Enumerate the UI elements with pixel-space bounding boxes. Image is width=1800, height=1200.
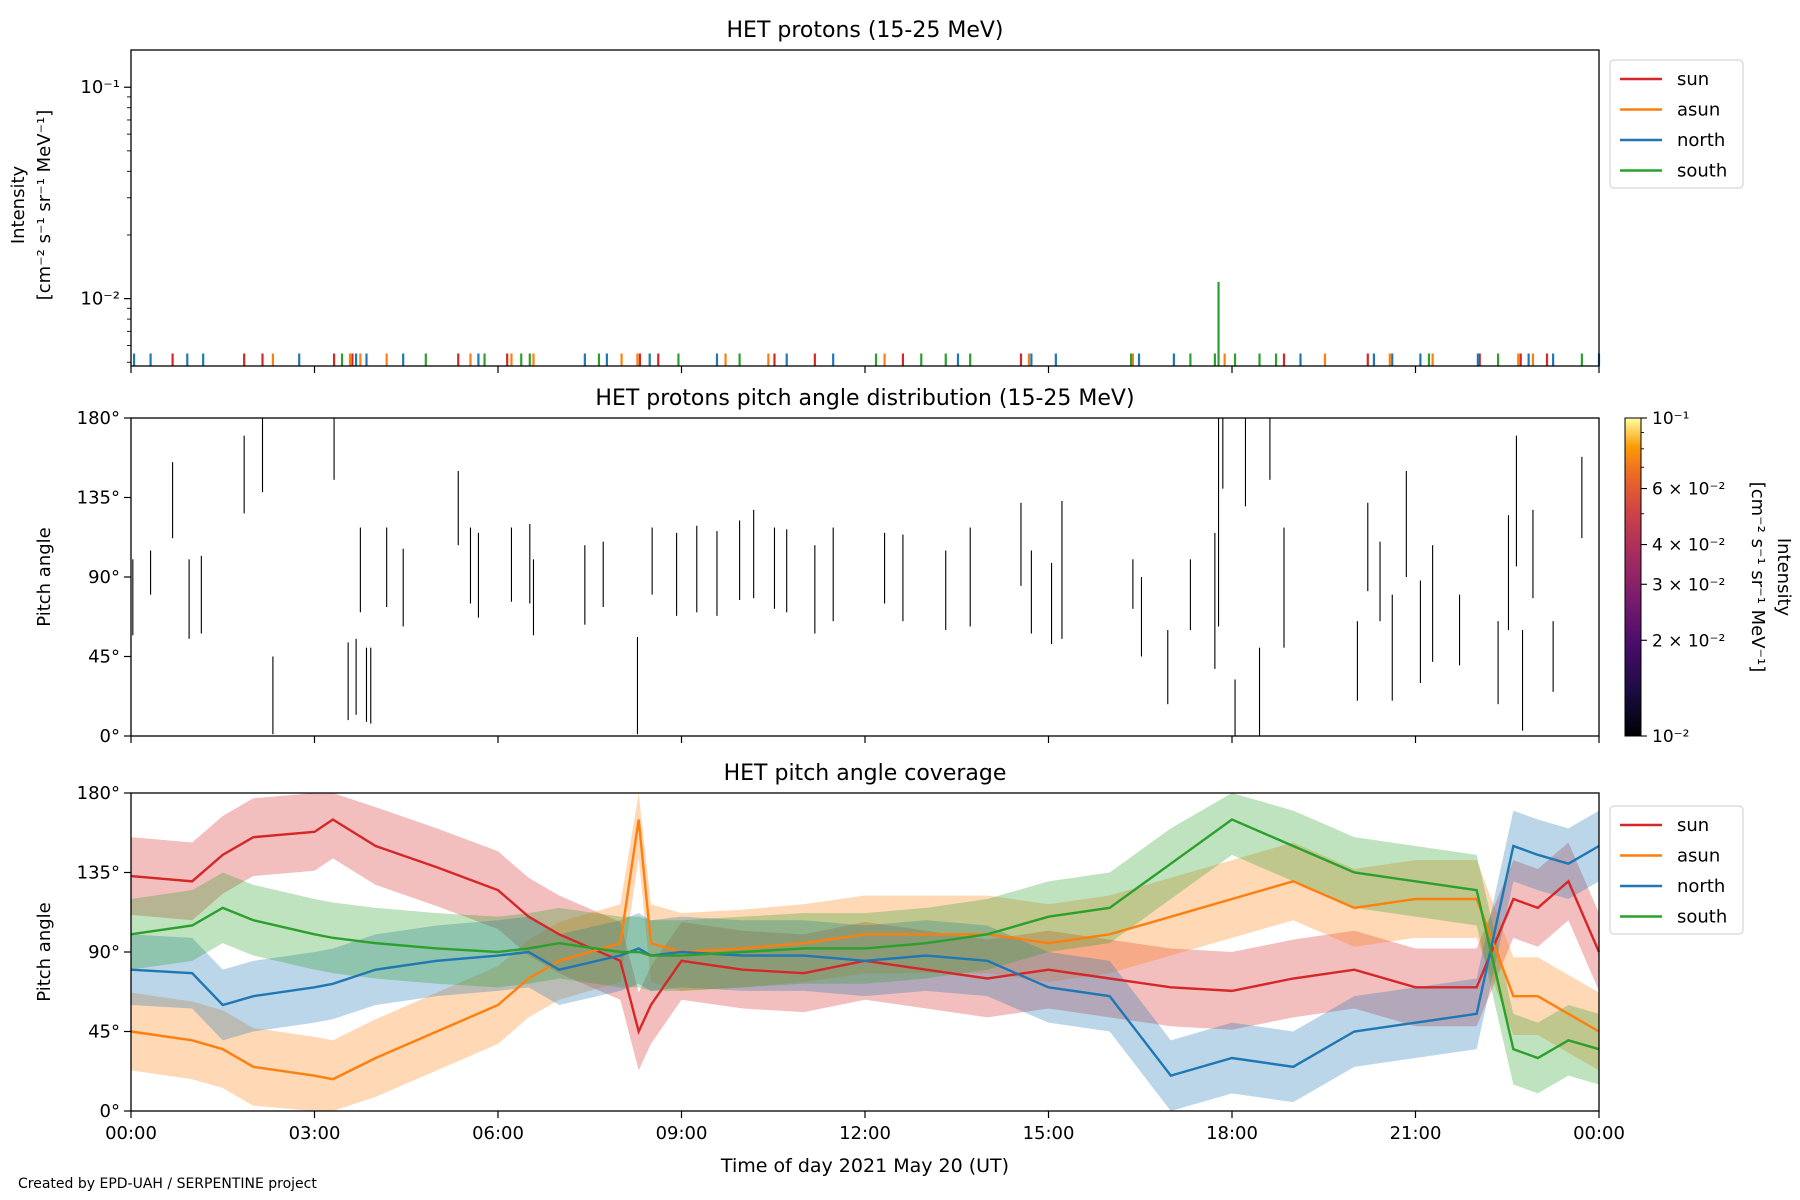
legend-label-south: south [1677,907,1727,928]
legend-label-asun: asun [1677,100,1720,121]
coverage-line-sun [130,818,1601,1036]
coverage-lines [130,818,1601,1081]
legend-bottom: sun asun north south [1609,805,1744,935]
coverage-band-sun [131,793,1599,1071]
legend-box [1609,59,1744,189]
y-tick-label: 10⁻¹ [80,77,120,98]
x-tick-label: 06:00 [472,1123,524,1144]
panel3-yaxis: 0° 45° 90° 135° 180° [77,783,131,1122]
colorbar [1624,417,1642,737]
y-tick-label: 135° [77,863,120,884]
pad-segments [132,418,1583,736]
colorbar-ticks: 10⁻² 2 × 10⁻² 3 × 10⁻² 4 × 10⁻² 6 × 10⁻² 10⁻¹ [1641,409,1725,747]
credit-text: Created by EPD-UAH / SERPENTINE project [18,1176,317,1192]
coverage-band-south [131,793,1599,1094]
colorbar-tick-label: 6 × 10⁻² [1652,480,1725,500]
colorbar-tick-label: 2 × 10⁻² [1652,631,1725,651]
pitch-angle-coverage-panel: HET pitch angle coverage 0° 45° 90° 135° 180… [34,761,1744,1177]
legend-label-sun: sun [1677,69,1709,90]
y-tick-label: 0° [100,1101,120,1122]
panel3-title: HET pitch angle coverage [724,761,1007,786]
x-tick-label: 21:00 [1390,1123,1442,1144]
panel3-ylabel: Pitch angle [34,902,55,1001]
coverage-line-asun [130,819,1600,1081]
x-axis-label: Time of day 2021 May 20 (UT) [720,1155,1009,1177]
legend-label-north: north [1677,130,1725,151]
x-tick-label: 00:00 [1573,1123,1625,1144]
colorbar-tick-label: 10⁻² [1652,727,1689,747]
panel3-xaxis: 00:00 03:00 06:00 09:00 12:00 15:00 18:00 21:00… [105,1111,1625,1144]
x-tick-label: 00:00 [105,1123,157,1144]
intensity-panel: HET protons (15-25 MeV) 10⁻² 10⁻¹ Intensi… [8,18,1744,373]
colorbar-tick-label: 10⁻¹ [1652,409,1689,429]
x-tick-label: 12:00 [839,1123,891,1144]
legend-box [1609,805,1744,935]
y-tick-label: 0° [100,726,120,747]
pitch-angle-distribution-panel: HET protons pitch angle distribution (15… [34,386,1794,747]
coverage-line-south [130,818,1600,1060]
legend-label-asun: asun [1677,846,1720,867]
legend-label-north: north [1677,876,1725,897]
y-tick-label: 45° [88,647,120,668]
panel1-frame [130,49,1600,367]
panel2-yaxis: 0° 45° 90° 135° 180° [77,408,131,747]
panel2-frame [130,417,1600,737]
panel1-ylabel: Intensity [8,165,29,244]
panel2-title: HET protons pitch angle distribution (15… [595,386,1134,411]
panel1-title: HET protons (15-25 MeV) [727,18,1004,43]
legend-label-south: south [1677,161,1727,182]
y-tick-label: 90° [88,942,120,963]
y-tick-label: 135° [77,488,120,509]
coverage-bands [131,793,1599,1111]
colorbar-label: Intensity [1773,538,1794,617]
legend-label-sun: sun [1677,815,1709,836]
y-tick-label: 10⁻² [80,289,120,310]
panel2-xaxis [130,736,1600,743]
coverage-line-north [130,844,1600,1078]
coverage-band-asun [131,793,1599,1111]
y-tick-label: 90° [88,567,120,588]
intensity-series [132,281,1601,366]
y-tick-label: 180° [77,783,120,804]
colorbar-tick-label: 3 × 10⁻² [1652,575,1725,595]
x-tick-label: 15:00 [1023,1123,1075,1144]
x-tick-label: 03:00 [289,1123,341,1144]
panel2-ylabel: Pitch angle [34,527,55,626]
legend-top: sun asun north south [1609,59,1744,189]
panel1-yunit: [cm⁻² s⁻¹ sr⁻¹ MeV⁻¹] [34,110,55,301]
y-tick-label: 180° [77,408,120,429]
x-tick-label: 09:00 [656,1123,708,1144]
colorbar-tick-label: 4 × 10⁻² [1652,536,1725,556]
panel1-yaxis: 10⁻² 10⁻¹ [80,77,131,363]
colorbar-unit: [cm⁻² s⁻¹ sr⁻¹ MeV⁻¹] [1747,482,1768,673]
panel1-xaxis [130,366,1600,373]
x-tick-label: 18:00 [1206,1123,1258,1144]
y-tick-label: 45° [88,1022,120,1043]
